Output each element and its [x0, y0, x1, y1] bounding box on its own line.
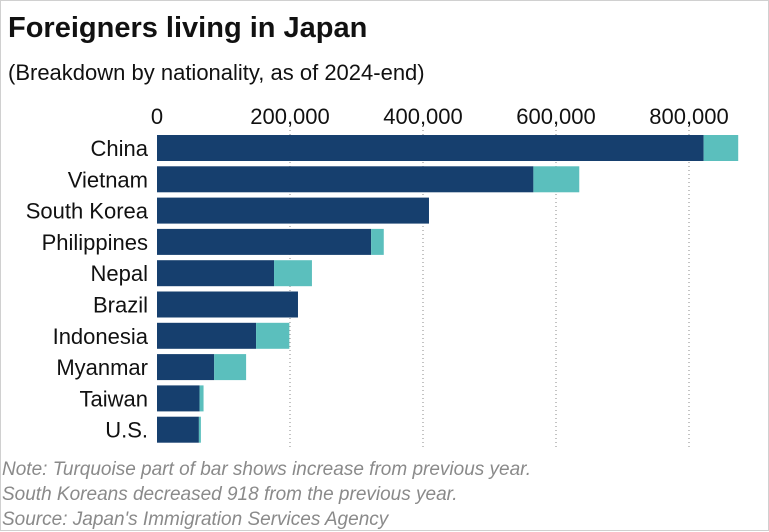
category-label: Nepal [91, 261, 148, 286]
bar-base [157, 322, 257, 349]
category-label: Vietnam [68, 167, 148, 192]
category-label: Indonesia [53, 324, 149, 349]
category-label: China [91, 136, 149, 161]
chart-subtitle: (Breakdown by nationality, as of 2024-en… [8, 60, 425, 85]
bar-base [157, 166, 534, 193]
note-increase: Note: Turquoise part of bar shows increa… [2, 459, 532, 480]
bar-base [157, 385, 200, 412]
category-label: U.S. [105, 418, 148, 443]
category-label: South Korea [26, 199, 149, 224]
bar-increase [703, 135, 739, 161]
category-label: Philippines [42, 230, 148, 255]
x-tick-label: 200,000 [250, 104, 330, 129]
bar-base [157, 260, 275, 287]
bar-increase [371, 228, 384, 255]
bar-increase [214, 354, 247, 381]
bar-base [157, 197, 429, 224]
bar-base [157, 416, 199, 443]
bar-increase [199, 385, 204, 412]
bar-base [157, 228, 372, 255]
chart-title: Foreigners living in Japan [8, 12, 368, 44]
note-source: Source: Japan's Immigration Services Age… [2, 509, 389, 530]
bar-base [157, 135, 704, 161]
chart-notes: Note: Turquoise part of bar shows increa… [2, 457, 531, 532]
bar-increase [198, 416, 201, 443]
category-label: Brazil [93, 293, 148, 318]
x-tick-label: 600,000 [516, 104, 596, 129]
bar-increase [256, 322, 290, 349]
bar-base [157, 291, 298, 318]
x-tick-label: 0 [151, 104, 163, 129]
bar-base [157, 354, 215, 381]
category-label: Myanmar [56, 355, 148, 380]
note-south-korea: South Koreans decreased 918 from the pre… [2, 484, 458, 505]
bar-increase [274, 260, 312, 287]
bar-increase [533, 166, 580, 193]
x-tick-label: 400,000 [383, 104, 463, 129]
x-tick-label: 800,000 [649, 104, 729, 129]
category-label: Taiwan [80, 386, 148, 411]
